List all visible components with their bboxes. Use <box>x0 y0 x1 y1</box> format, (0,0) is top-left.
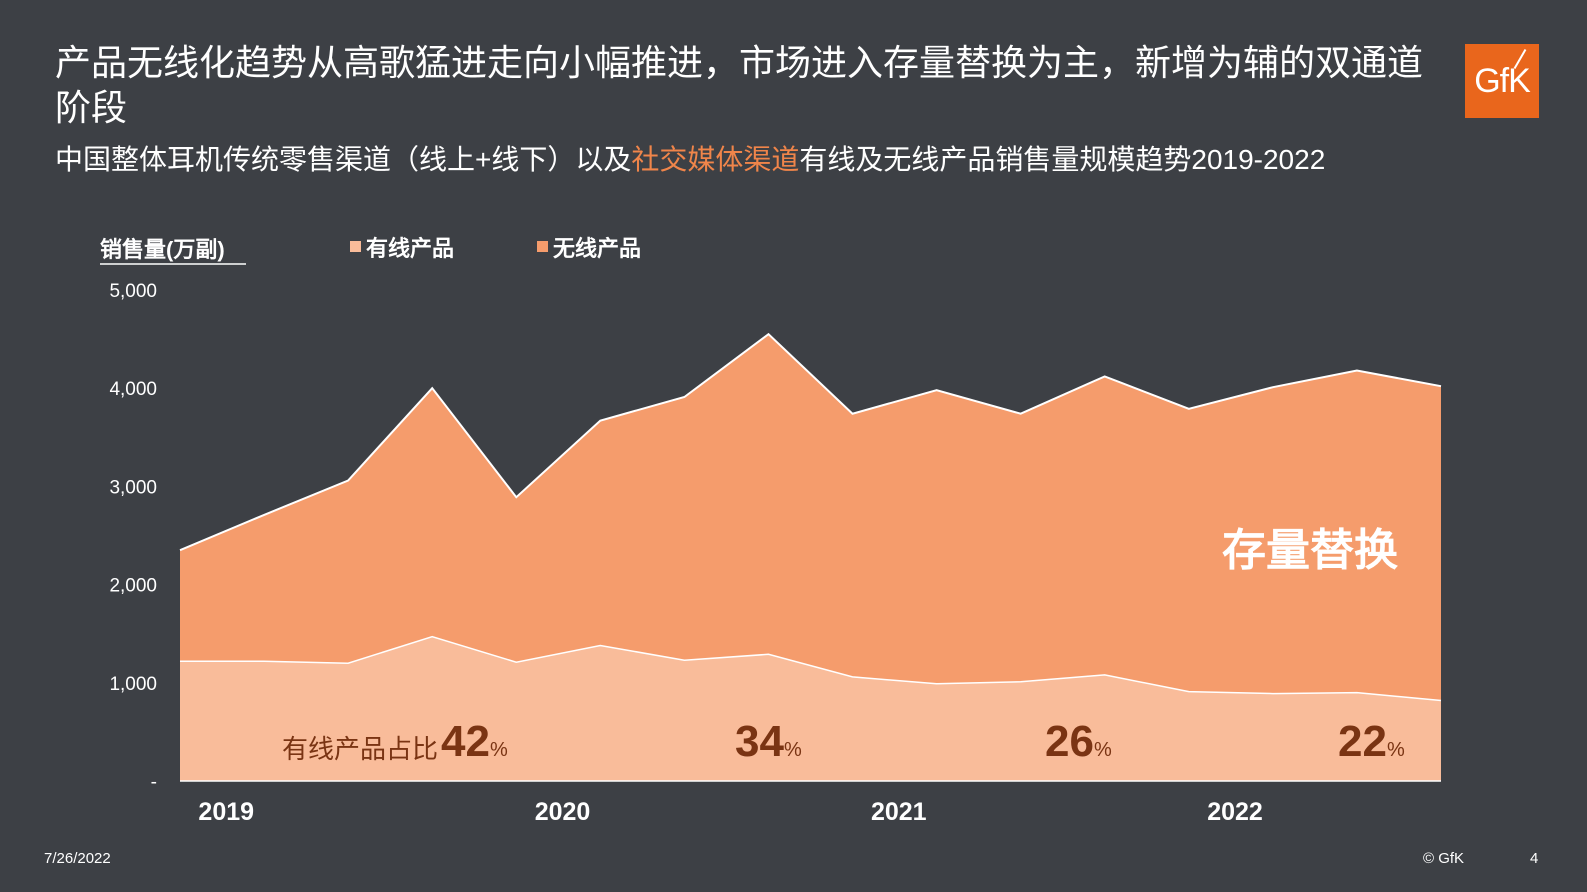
x-year-label: 2022 <box>1207 798 1263 826</box>
x-year-label: 2020 <box>535 798 591 826</box>
legend-label: 无线产品 <box>553 236 641 261</box>
wired-area <box>180 636 1441 781</box>
wired-share-value: 42% <box>441 717 508 766</box>
y-tick-label: 3,000 <box>109 477 157 498</box>
wired-share-prefix: 有线产品占比 <box>282 734 438 764</box>
logo-text: GfK <box>1474 62 1531 100</box>
y-tick-label: 4,000 <box>109 379 157 400</box>
y-tick-label: 2,000 <box>109 576 157 597</box>
y-tick-label: - <box>151 772 157 793</box>
x-year-label: 2021 <box>871 798 927 826</box>
x-year-label: 2019 <box>198 798 254 826</box>
footer-copyright: © GfK <box>1423 850 1465 867</box>
y-tick-label: 1,000 <box>109 674 157 695</box>
page-title: 产品无线化趋势从高歌猛进走向小幅推进，市场进入存量替换为主，新增为辅的双通道阶段 <box>55 42 1424 128</box>
subtitle-highlight: 社交媒体渠道 <box>631 144 800 175</box>
gfk-logo: GfK <box>1465 44 1539 118</box>
wired-share-value: 22% <box>1338 717 1405 766</box>
wired-line <box>180 635 1442 702</box>
page-subtitle: 中国整体耳机传统零售渠道（线上+线下）以及社交媒体渠道有线及无线产品销售量规模趋… <box>55 140 1505 180</box>
y-tick-label: 5,000 <box>109 281 157 302</box>
y-axis-label: 销售量(万副) <box>100 237 225 262</box>
footer-page-number: 4 <box>1530 850 1539 867</box>
footer-date: 7/26/2022 <box>44 850 111 867</box>
wireless-total-line <box>179 332 1442 552</box>
legend-label: 有线产品 <box>366 236 454 261</box>
subtitle-text-1: 中国整体耳机传统零售渠道（线上+线下）以及 <box>55 144 632 175</box>
area-annotation-label: 存量替换 <box>1222 526 1398 575</box>
legend-swatch <box>537 241 548 252</box>
wired-share-value: 34% <box>735 717 802 766</box>
subtitle-text-2: 有线及无线产品销售量规模趋势2019-2022 <box>799 144 1326 175</box>
wired-share-value: 26% <box>1045 717 1112 766</box>
legend-swatch <box>350 241 361 252</box>
